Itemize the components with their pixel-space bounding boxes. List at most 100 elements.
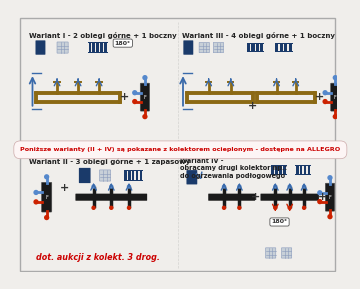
Bar <box>96 42 99 53</box>
Bar <box>271 174 287 175</box>
Bar <box>275 43 278 52</box>
Bar <box>89 42 91 53</box>
Bar <box>304 165 306 175</box>
Bar <box>251 43 255 52</box>
FancyBboxPatch shape <box>57 42 68 53</box>
Text: F: F <box>329 195 331 200</box>
Circle shape <box>327 175 333 180</box>
Circle shape <box>91 205 96 210</box>
Bar <box>296 165 298 175</box>
Text: 180°: 180° <box>115 41 131 46</box>
Bar <box>289 43 292 52</box>
Circle shape <box>127 205 131 210</box>
Bar <box>132 170 135 181</box>
Bar <box>124 170 127 181</box>
Circle shape <box>109 184 113 189</box>
Bar <box>296 165 311 166</box>
Bar <box>260 43 264 52</box>
FancyBboxPatch shape <box>140 83 150 111</box>
Text: +: + <box>251 192 260 202</box>
Circle shape <box>237 205 242 210</box>
Bar <box>256 43 259 52</box>
FancyBboxPatch shape <box>79 168 91 183</box>
Bar <box>308 165 310 175</box>
FancyBboxPatch shape <box>266 248 276 258</box>
Circle shape <box>109 205 113 210</box>
Bar <box>104 42 107 53</box>
Bar <box>271 165 287 166</box>
Bar <box>280 43 283 52</box>
Bar <box>124 180 143 181</box>
Circle shape <box>142 75 148 80</box>
Circle shape <box>317 199 323 204</box>
Circle shape <box>33 199 39 205</box>
Circle shape <box>323 90 328 95</box>
FancyBboxPatch shape <box>183 40 193 55</box>
Text: 180°: 180° <box>271 219 288 225</box>
Bar <box>247 51 265 52</box>
Text: F: F <box>334 95 337 100</box>
Bar <box>275 42 293 44</box>
Circle shape <box>142 114 148 119</box>
FancyBboxPatch shape <box>213 42 224 53</box>
Bar <box>247 42 265 44</box>
Text: dot. aukcji z kolekt. 3 drog.: dot. aukcji z kolekt. 3 drog. <box>36 253 160 262</box>
Circle shape <box>44 174 49 179</box>
Bar <box>88 42 108 43</box>
Bar <box>136 170 138 181</box>
Circle shape <box>222 205 226 210</box>
Text: Wariant I - 2 obiegi górne + 1 boczny: Wariant I - 2 obiegi górne + 1 boczny <box>29 32 177 39</box>
Text: +: + <box>315 92 324 102</box>
Circle shape <box>317 190 323 195</box>
Bar <box>275 165 278 175</box>
Circle shape <box>333 75 338 80</box>
Text: +: + <box>248 101 257 111</box>
Circle shape <box>288 205 292 210</box>
Bar <box>300 165 302 175</box>
Text: Wariant II - 3 obiegi górne + 1 zapasowy: Wariant II - 3 obiegi górne + 1 zapasowy <box>29 158 190 165</box>
Bar <box>296 174 311 175</box>
Text: Wariant IV -
obracamy drugi kolektor np.:
do ogrzewania podłogowego: Wariant IV - obracamy drugi kolektor np.… <box>180 158 288 179</box>
FancyBboxPatch shape <box>76 194 147 201</box>
Circle shape <box>302 184 306 189</box>
Bar <box>283 165 286 175</box>
Circle shape <box>327 214 333 219</box>
Circle shape <box>44 215 49 220</box>
Text: +: + <box>120 92 129 102</box>
Circle shape <box>323 99 328 104</box>
Text: F: F <box>144 95 146 100</box>
Circle shape <box>273 205 278 210</box>
Bar <box>100 42 103 53</box>
Circle shape <box>237 184 242 189</box>
FancyBboxPatch shape <box>199 42 210 53</box>
Circle shape <box>132 90 138 95</box>
Bar <box>140 170 142 181</box>
Bar <box>247 43 250 52</box>
Circle shape <box>33 190 39 195</box>
Bar <box>88 52 108 53</box>
FancyBboxPatch shape <box>325 183 335 211</box>
Circle shape <box>127 184 131 189</box>
Circle shape <box>288 184 292 189</box>
Circle shape <box>333 114 338 119</box>
FancyBboxPatch shape <box>282 248 292 258</box>
Bar <box>124 170 143 171</box>
FancyBboxPatch shape <box>261 194 319 201</box>
FancyBboxPatch shape <box>41 182 52 212</box>
FancyBboxPatch shape <box>330 83 340 111</box>
Text: +: + <box>60 183 69 193</box>
Bar <box>279 165 282 175</box>
Circle shape <box>302 205 306 210</box>
Text: Wariant III - 4 obiegi górne + 1 boczny: Wariant III - 4 obiegi górne + 1 boczny <box>182 32 335 39</box>
Text: Poniższe warianty (II + IV) są pokazane z kolektorem ocieplonym - dostępne na AL: Poniższe warianty (II + IV) są pokazane … <box>20 147 341 152</box>
FancyBboxPatch shape <box>36 40 45 55</box>
Text: F: F <box>45 195 48 200</box>
Circle shape <box>273 184 278 189</box>
Bar <box>93 42 95 53</box>
Text: +: + <box>318 192 327 202</box>
Bar <box>128 170 131 181</box>
FancyBboxPatch shape <box>208 194 255 201</box>
Circle shape <box>222 184 226 189</box>
Bar <box>284 43 287 52</box>
FancyBboxPatch shape <box>99 170 111 181</box>
